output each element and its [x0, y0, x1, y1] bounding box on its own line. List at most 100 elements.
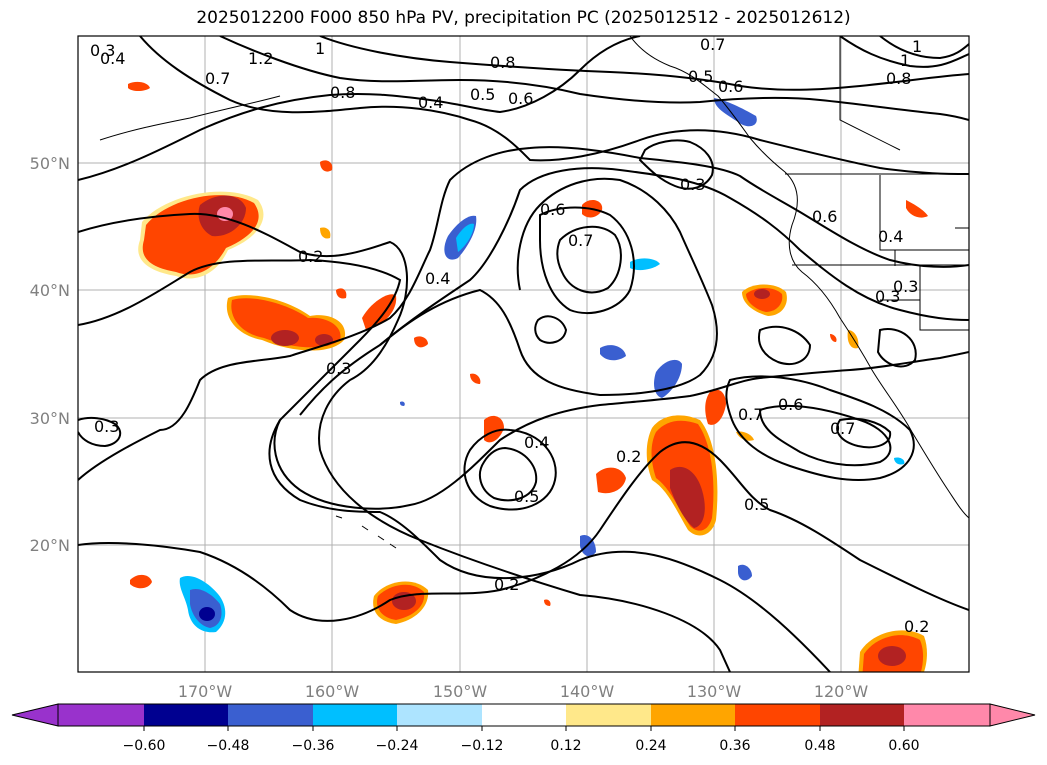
colorbar-tick-label: 0.60: [888, 738, 919, 754]
contour-label: 0.5: [688, 67, 713, 86]
lon-label: 150°W: [433, 682, 488, 701]
contour-line: [556, 225, 622, 294]
colorbar-tick-label: 0.24: [635, 738, 666, 754]
contour-label: 0.2: [616, 447, 641, 466]
precip-blob: [128, 81, 150, 91]
lat-label: 50°N: [30, 154, 70, 173]
contour-line: [78, 36, 641, 181]
precip-blob: [596, 467, 626, 494]
contour-label: 0.8: [886, 69, 911, 88]
latitude-labels: 50°N 40°N 30°N 20°N: [30, 154, 70, 555]
contour-line: [539, 206, 635, 315]
contour-label: 0.5: [514, 487, 539, 506]
colorbar-segment: [651, 704, 735, 726]
contour-label: 0.8: [490, 53, 515, 72]
contour-line: [478, 446, 538, 502]
colorbar-segment: [313, 704, 397, 726]
colorbar-frame: [57, 703, 991, 727]
colorbar-ticks: [143, 726, 905, 731]
contour-label: 0.4: [425, 269, 450, 288]
aleutian-coast: [99, 95, 281, 141]
lat-label: 30°N: [30, 409, 70, 428]
contour-label: 0.4: [524, 433, 549, 452]
contour-line: [219, 36, 969, 121]
contour-line: [273, 351, 969, 510]
contour-label: 0.6: [540, 200, 565, 219]
border-line: [919, 265, 969, 331]
precip-blob: [630, 258, 660, 271]
contour-label: 0.7: [568, 231, 593, 250]
precip-blob: [231, 298, 341, 348]
precip-blob: [362, 294, 397, 330]
colorbar-tick-label: −0.36: [292, 738, 335, 754]
precip-blob: [414, 336, 428, 348]
contour-line: [725, 375, 915, 482]
contour-labels: 0.3 0.4 1.2 1 0.7 0.8 0.8 0.4 0.5 0.6 0.…: [90, 35, 929, 636]
contour-label: 0.4: [878, 227, 903, 246]
border-line: [839, 36, 901, 151]
precip-blob: [470, 373, 481, 384]
contour-label: 0.7: [205, 69, 230, 88]
contour-line: [379, 177, 718, 397]
precip-blob: [830, 334, 837, 342]
precip-blob: [320, 160, 333, 172]
lon-label: 130°W: [687, 682, 742, 701]
contour-line: [463, 428, 557, 511]
contour-label: 0.3: [326, 359, 351, 378]
precip-blob: [894, 457, 905, 465]
precip-blob: [484, 415, 504, 443]
contour-label: 1.2: [248, 49, 273, 68]
north-america-coast: [629, 36, 969, 519]
precip-blob: [130, 574, 152, 589]
precip-core: [878, 646, 906, 666]
colorbar-segment: [58, 704, 144, 726]
colorbar-tick-label: −0.24: [376, 738, 419, 754]
contour-label: 0.5: [744, 495, 769, 514]
lat-label: 20°N: [30, 536, 70, 555]
precip-core: [199, 607, 215, 621]
gridlines: [78, 36, 969, 672]
plot-frame: [77, 35, 970, 673]
colorbar-tick-label: 0.48: [804, 738, 835, 754]
contour-line: [78, 146, 969, 481]
contour-line: [78, 416, 122, 448]
precip-blob: [600, 345, 626, 361]
colorbar-segment: [482, 704, 566, 726]
colorbar-over-arrow: [989, 703, 1036, 727]
contour-line: [876, 328, 917, 368]
contour-label: 0.4: [100, 49, 125, 68]
colorbar-segment: [904, 704, 990, 726]
contour-label: 0.8: [330, 83, 355, 102]
contour-line: [758, 404, 892, 467]
contour-label: 1: [912, 37, 922, 56]
colorbar-tick-label: −0.48: [207, 738, 250, 754]
lon-label: 160°W: [305, 682, 360, 701]
colorbar-segment: [228, 704, 313, 726]
contour-label: 0.6: [812, 207, 837, 226]
lon-label: 120°W: [814, 682, 869, 701]
precip-blob: [654, 359, 682, 398]
border-line: [879, 175, 969, 251]
contour-line: [139, 36, 969, 175]
contour-line: [78, 212, 731, 672]
contour-line: [78, 441, 969, 622]
colorbar-tick-label: −0.60: [123, 738, 166, 754]
contour-label: 0.6: [718, 77, 743, 96]
precip-blob: [456, 223, 474, 252]
precip-core: [271, 330, 299, 346]
contour-label: 0.7: [738, 405, 763, 424]
contour-label: 0.5: [470, 85, 495, 104]
colorbar-tick-label: −0.12: [461, 738, 504, 754]
contour-label: 0.7: [700, 35, 725, 54]
precip-blob: [714, 98, 757, 127]
longitude-labels: 170°W 160°W 150°W 140°W 130°W 120°W: [178, 682, 869, 701]
lat-label: 40°N: [30, 281, 70, 300]
contour-line: [836, 417, 892, 449]
precip-blob: [544, 599, 551, 606]
colorbar-segment: [566, 704, 651, 726]
contour-line: [839, 36, 969, 68]
lon-label: 140°W: [560, 682, 615, 701]
colorbar-segment: [144, 704, 228, 726]
contour-label: 0.3: [875, 287, 900, 306]
precip-core: [754, 289, 770, 299]
